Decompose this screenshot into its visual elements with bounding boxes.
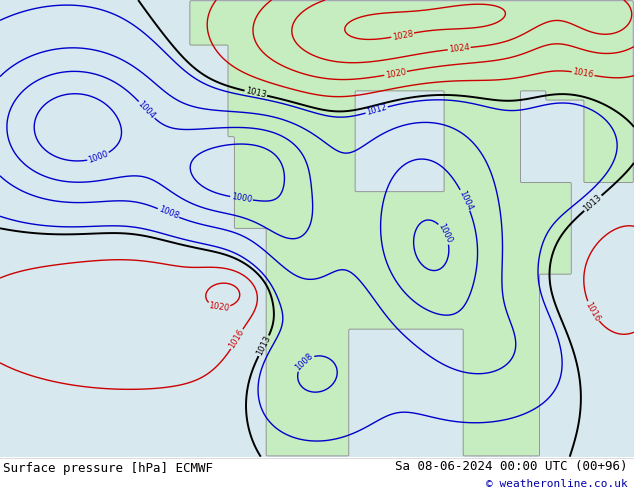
Text: 1012: 1012 bbox=[365, 103, 388, 117]
Text: © weatheronline.co.uk: © weatheronline.co.uk bbox=[486, 479, 628, 489]
Text: 1016: 1016 bbox=[572, 68, 594, 80]
Text: 1020: 1020 bbox=[208, 301, 230, 313]
Text: 1000: 1000 bbox=[87, 149, 110, 165]
Text: 1000: 1000 bbox=[230, 193, 252, 204]
Text: 1004: 1004 bbox=[136, 99, 157, 121]
Text: 1024: 1024 bbox=[448, 43, 470, 54]
Text: 1013: 1013 bbox=[582, 193, 604, 214]
Text: 1013: 1013 bbox=[245, 86, 267, 100]
Text: 1008: 1008 bbox=[294, 351, 315, 372]
Text: Sa 08-06-2024 00:00 UTC (00+96): Sa 08-06-2024 00:00 UTC (00+96) bbox=[395, 460, 628, 472]
Text: 1008: 1008 bbox=[157, 205, 180, 221]
Text: 1004: 1004 bbox=[457, 189, 474, 212]
Text: 1016: 1016 bbox=[228, 328, 246, 350]
Text: 1016: 1016 bbox=[583, 300, 602, 323]
Text: 1013: 1013 bbox=[255, 334, 273, 357]
Text: 1020: 1020 bbox=[385, 67, 407, 79]
Text: 1028: 1028 bbox=[391, 29, 414, 42]
Text: Surface pressure [hPa] ECMWF: Surface pressure [hPa] ECMWF bbox=[3, 462, 213, 475]
Text: 1000: 1000 bbox=[436, 222, 454, 245]
